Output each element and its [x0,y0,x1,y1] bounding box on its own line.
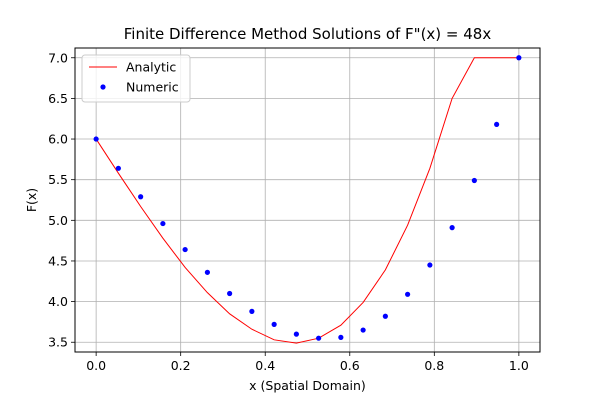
x-tick-label: 0.4 [255,358,275,373]
x-tick-label: 0.2 [171,358,191,373]
analytic-series-line [95,57,519,344]
numeric-data-point [182,246,188,253]
numeric-data-point [471,177,477,184]
grid [75,48,540,352]
numeric-data-point [227,290,233,297]
y-tick-label: 5.0 [48,213,68,228]
ticks: 0.0 0.2 0.4 0.6 0.8 1.0 3.5 4.0 4.5 5.0 5.5 6.0 6.5 7… [48,50,529,373]
numeric-data-point [160,220,166,227]
legend-numeric-marker-swatch [100,84,106,90]
numeric-data-point [249,308,255,314]
legend-label-analytic: Analytic [126,60,176,75]
y-axis-label: F(x) [24,188,39,212]
numeric-data-point [293,331,299,337]
y-tick-label: 6.0 [48,132,68,147]
numeric-data-point [271,321,277,327]
y-tick-label: 3.5 [48,335,68,350]
y-tick-label: 4.5 [48,253,68,268]
chart-title: Finite Difference Method Solutions of F"… [124,25,492,43]
series-layer [93,55,522,344]
numeric-data-point [138,194,144,200]
y-tick-label: 5.5 [48,172,68,187]
numeric-data-point [360,327,366,333]
numeric-data-point [93,136,99,142]
x-tick-label: 0.0 [86,358,106,373]
x-tick-label: 0.8 [424,358,444,373]
numeric-data-point [405,291,411,297]
numeric-data-point [427,262,433,268]
legend-label-numeric: Numeric [126,80,179,95]
y-tick-label: 4.0 [48,294,68,309]
x-tick-label: 0.6 [340,358,360,373]
numeric-data-point [338,334,344,340]
y-tick-label: 7.0 [48,50,68,65]
numeric-data-point [449,225,455,231]
numeric-data-point [204,269,210,275]
y-tick-label: 6.5 [48,91,68,106]
numeric-data-point [494,121,500,128]
numeric-data-point [382,313,388,319]
axes-frame [74,47,541,353]
numeric-data-point [316,335,322,341]
x-tick-label: 1.0 [509,358,529,373]
legend: Analytic Numeric [81,54,191,103]
x-axis-label: x (Spatial Domain) [249,378,366,393]
numeric-data-point [516,55,522,61]
numeric-data-point [115,165,121,171]
